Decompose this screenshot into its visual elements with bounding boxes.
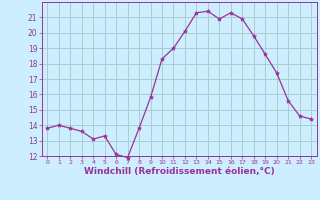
- X-axis label: Windchill (Refroidissement éolien,°C): Windchill (Refroidissement éolien,°C): [84, 167, 275, 176]
